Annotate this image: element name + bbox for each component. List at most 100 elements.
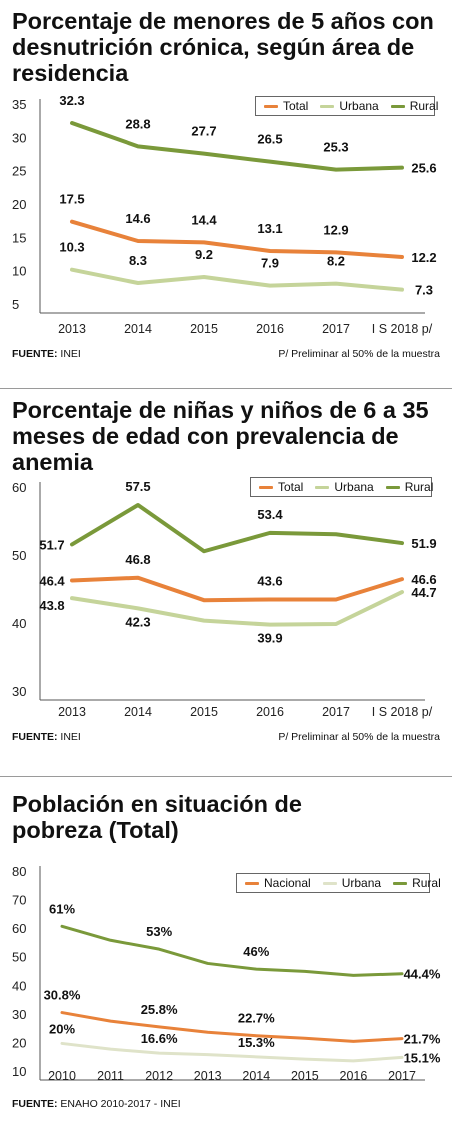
legend-item-rural: Rural <box>385 480 434 494</box>
chart-1-legend: Total Urbana Rural <box>255 96 438 116</box>
series-line-total <box>70 219 404 259</box>
chart-1-note: P/ Preliminar al 50% de la muestra <box>278 348 440 360</box>
y-tick-label: 50 <box>12 548 26 563</box>
divider-1 <box>0 388 452 389</box>
x-tick-label: 2013 <box>58 705 86 719</box>
legend-item-total: Total <box>264 99 308 113</box>
chart-3-title: Población en situación de pobreza (Total… <box>12 791 302 843</box>
y-tick-label: 10 <box>12 1064 26 1079</box>
chart-2-source-label: FUENTE: <box>12 731 58 743</box>
y-tick-label: 5 <box>12 297 19 312</box>
legend-swatch-total <box>259 485 273 489</box>
y-tick-label: 15 <box>12 230 26 245</box>
x-tick-label: 2014 <box>242 1069 270 1083</box>
data-label-rural: 25.6 <box>411 161 436 176</box>
y-tick-label: 40 <box>12 978 26 993</box>
x-tick-label: 2015 <box>190 322 218 336</box>
data-label-urbana: 16.6% <box>141 1031 178 1046</box>
series-line-rural <box>70 121 404 172</box>
legend-item-nacional: Nacional <box>245 876 311 890</box>
legend-item-urbana: Urbana <box>315 480 374 494</box>
y-tick-label: 30 <box>12 684 26 699</box>
chart-3-footer: FUENTE: ENAHO 2010-2017 - INEI <box>12 1098 440 1110</box>
legend-swatch-urbana <box>320 104 335 108</box>
data-label-total: 14.4 <box>191 212 217 227</box>
data-label-rural: 46% <box>243 944 269 959</box>
legend-label-rural: Rural <box>412 876 441 890</box>
legend-label-urbana: Urbana <box>341 876 382 890</box>
legend-label-nacional: Nacional <box>264 876 311 890</box>
x-tick-label: 2017 <box>388 1069 416 1083</box>
data-label-urbana: 9.2 <box>195 247 213 262</box>
chart-1-source-label: FUENTE: <box>12 348 58 360</box>
data-label-rural: 26.5 <box>257 132 282 147</box>
data-label-total: 46.4 <box>39 573 65 588</box>
legend-item-urbana: Urbana <box>322 876 382 890</box>
data-label-urbana: 7.9 <box>261 256 279 271</box>
data-label-total: 13.1 <box>257 221 282 236</box>
legend-swatch-rural <box>390 104 405 108</box>
x-tick-label: 2016 <box>340 1069 368 1083</box>
data-label-rural: 51.7 <box>39 537 64 552</box>
y-tick-label: 25 <box>12 164 26 179</box>
chart-2-source: INEI <box>60 731 81 743</box>
chart-2-plot: 30 40 50 60 2013 2014 2015 2016 2017 I S 2018 p/4… <box>12 479 437 719</box>
x-tick-label: 2015 <box>190 705 218 719</box>
data-label-total: 46.8 <box>125 552 150 567</box>
data-label-rural: 25.3 <box>323 140 348 155</box>
chart-2-footer: FUENTE: INEI P/ Preliminar al 50% de la … <box>12 731 440 743</box>
legend-label-rural: Rural <box>404 480 434 494</box>
data-label-rural: 61% <box>49 901 75 916</box>
data-label-nacional: 25.8% <box>141 1002 178 1017</box>
y-tick-label: 20 <box>12 1035 26 1050</box>
y-tick-label: 40 <box>12 616 26 631</box>
y-tick-label: 70 <box>12 893 26 908</box>
x-tick-label: 2017 <box>322 705 350 719</box>
x-tick-label: 2011 <box>97 1069 124 1083</box>
legend-swatch-nacional <box>245 881 259 885</box>
x-tick-label: 2010 <box>48 1069 76 1083</box>
chart-3-source: ENAHO 2010-2017 - INEI <box>60 1098 181 1110</box>
data-label-rural: 32.3 <box>59 93 84 108</box>
data-label-nacional: 22.7% <box>238 1011 275 1026</box>
data-label-nacional: 21.7% <box>404 1032 441 1047</box>
data-label-urbana: 43.8 <box>39 598 64 613</box>
data-label-urbana: 15.3% <box>238 1035 275 1050</box>
data-label-rural: 27.7 <box>191 124 216 139</box>
y-tick-label: 10 <box>12 264 26 279</box>
data-label-urbana: 10.3 <box>59 240 84 255</box>
chart-3-legend: Nacional Urbana Rural <box>236 873 441 893</box>
x-tick-label: I S 2018 p/ <box>372 322 433 336</box>
y-tick-label: 60 <box>12 480 26 495</box>
data-label-rural: 53% <box>146 924 172 939</box>
y-tick-label: 50 <box>12 950 26 965</box>
data-label-urbana: 8.2 <box>327 254 345 269</box>
y-tick-label: 80 <box>12 864 26 879</box>
legend-swatch-rural <box>393 881 408 885</box>
legend-label-urbana: Urbana <box>334 480 374 494</box>
x-tick-label: 2014 <box>124 705 152 719</box>
series-line-urbana <box>70 590 404 627</box>
data-label-urbana: 44.7 <box>411 585 436 600</box>
legend-swatch-rural <box>385 485 400 489</box>
chart-2-legend: Total Urbana Rural <box>250 477 434 497</box>
data-label-rural: 28.8 <box>125 116 150 131</box>
legend-swatch-urbana <box>315 485 330 489</box>
chart-3-source-label: FUENTE: <box>12 1098 58 1110</box>
x-tick-label: I S 2018 p/ <box>372 705 433 719</box>
legend-label-total: Total <box>283 99 309 113</box>
chart-1-source: INEI <box>60 348 81 360</box>
data-label-total: 43.6 <box>257 574 282 589</box>
chart-1-title: Porcentaje de menores de 5 años con desn… <box>12 8 434 86</box>
data-label-urbana: 42.3 <box>125 614 150 629</box>
x-tick-label: 2016 <box>256 705 284 719</box>
y-tick-label: 30 <box>12 1007 26 1022</box>
legend-label-total: Total <box>278 480 304 494</box>
legend-item-rural: Rural <box>390 99 438 113</box>
series-line-rural <box>60 924 404 977</box>
chart-3-plot: 10 20 30 40 50 60 70 80 2010 2011 2012 2013 2014 2015… <box>12 864 441 1083</box>
x-tick-label: 2013 <box>58 322 86 336</box>
data-label-rural: 53.4 <box>257 507 283 522</box>
data-label-rural: 44.4% <box>404 967 441 982</box>
x-tick-label: 2014 <box>124 322 152 336</box>
